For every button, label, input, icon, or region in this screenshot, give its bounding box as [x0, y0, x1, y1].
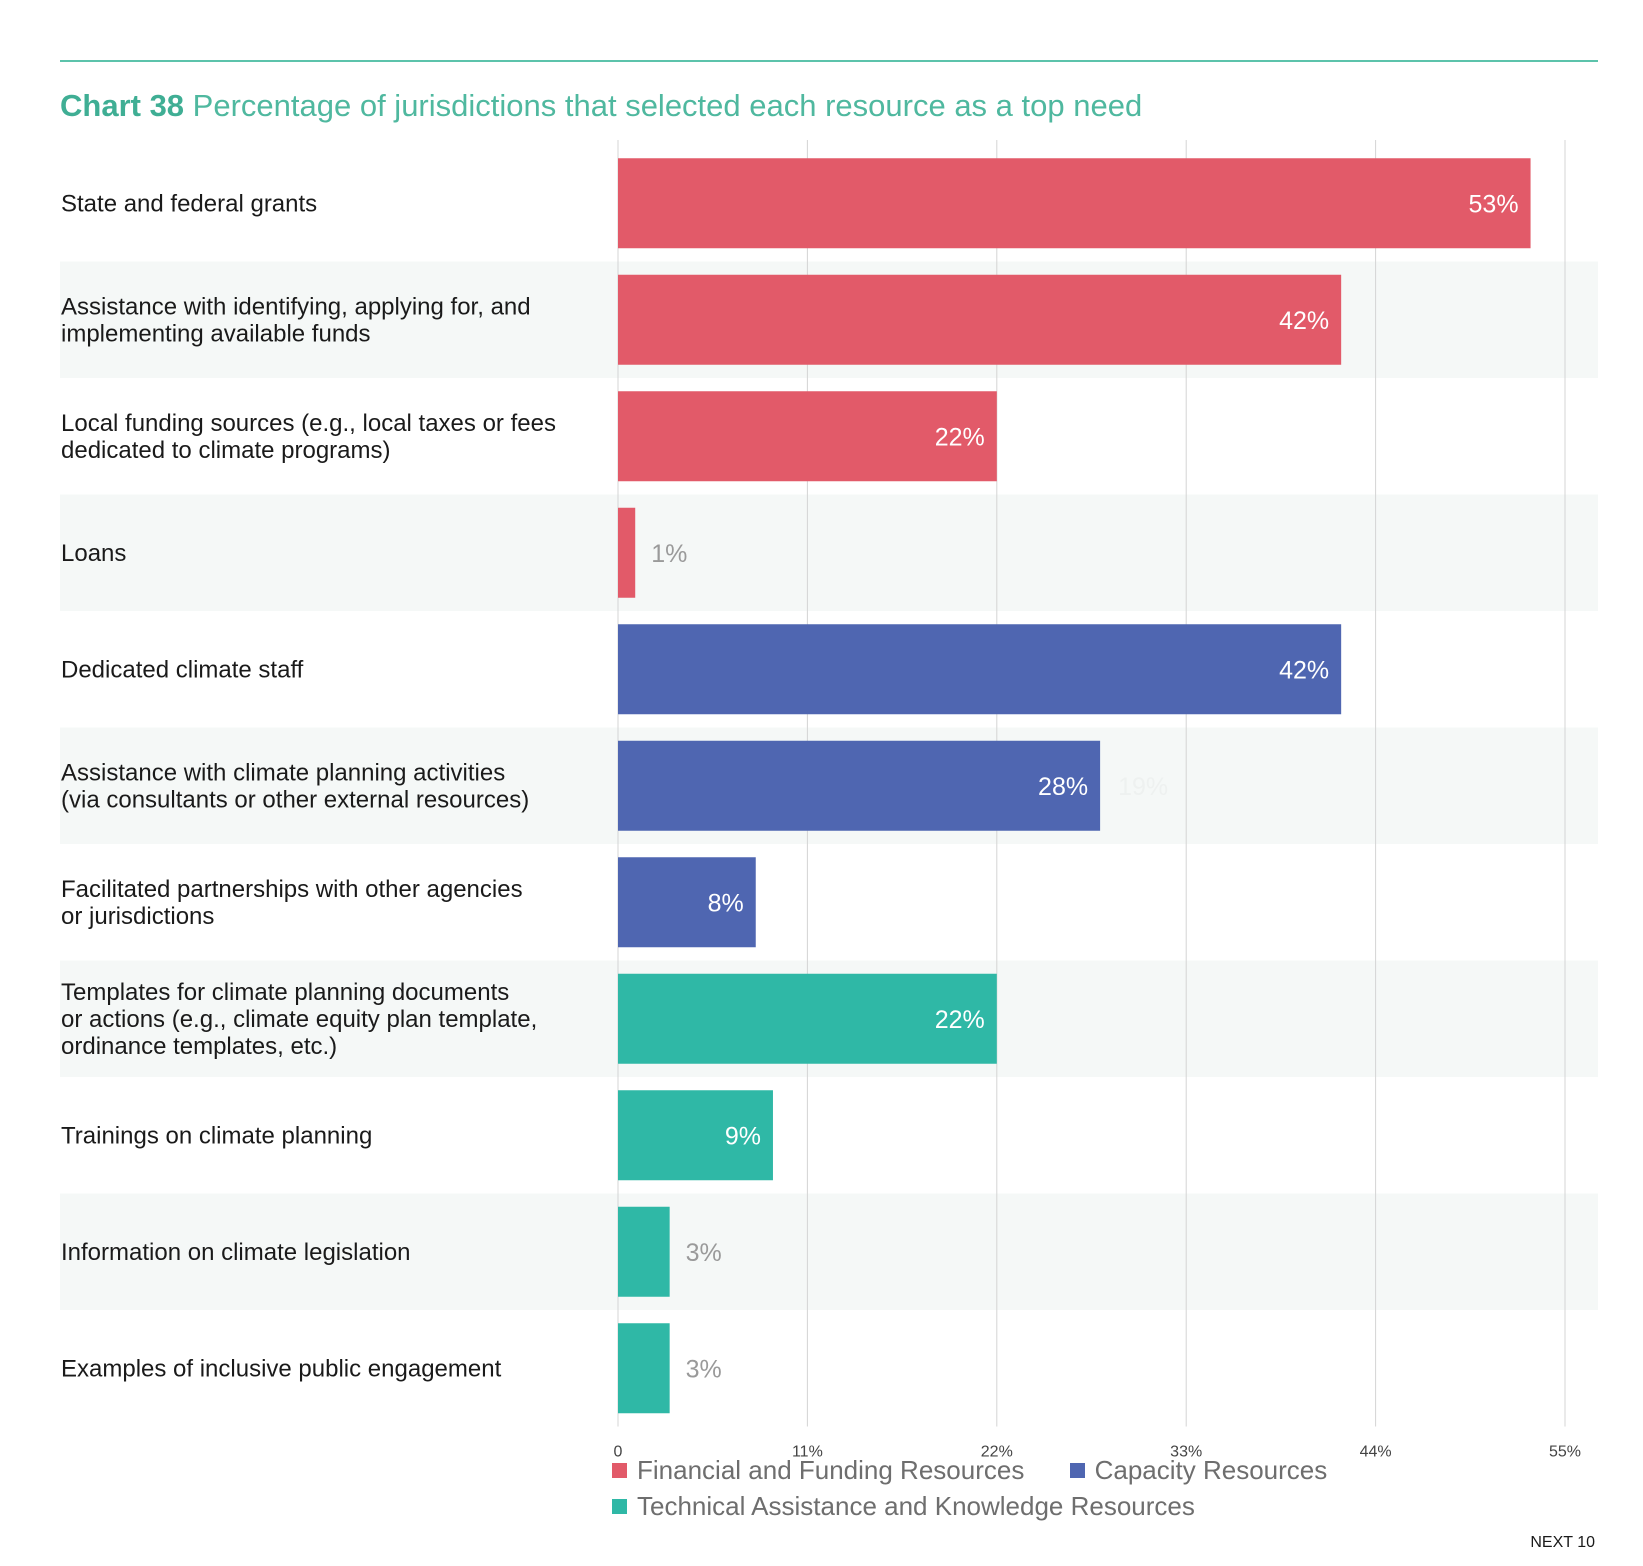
- x-tick-label: 55%: [1549, 1444, 1581, 1461]
- legend-swatch-capacity: [1069, 1462, 1085, 1478]
- bar: [618, 973, 997, 1064]
- legend: Financial and Funding Resources Capacity…: [612, 1452, 1372, 1524]
- legend-label-financial: Financial and Funding Resources: [637, 1454, 1025, 1485]
- legend-swatch-financial: [612, 1462, 627, 1478]
- category-label: Local funding sources (e.g., local taxes…: [61, 410, 556, 464]
- category-label: Assistance with identifying, applying fo…: [61, 293, 531, 347]
- category-label: State and federal grants: [61, 190, 317, 217]
- category-label: Examples of inclusive public engagement: [61, 1355, 502, 1382]
- footer-brand: NEXT 10: [1530, 1534, 1595, 1551]
- bar: [618, 624, 1342, 715]
- bar-value-label: 3%: [686, 1239, 722, 1267]
- category-label: Templates for climate planning documents…: [61, 979, 537, 1060]
- bar: [618, 1090, 773, 1181]
- bar: [618, 274, 1342, 365]
- bar-value-label: 22%: [935, 1006, 985, 1034]
- legend-item-financial: Financial and Funding Resources: [612, 1452, 1024, 1488]
- chart-title-text: Percentage of jurisdictions that selecte…: [192, 88, 1143, 123]
- bar-value-label: 9%: [725, 1122, 761, 1150]
- ghost-value-label: 19%: [1118, 773, 1168, 801]
- legend-label-capacity: Capacity Resources: [1094, 1454, 1328, 1485]
- row-stripe: [60, 494, 1598, 611]
- bar-value-label: 28%: [1038, 773, 1088, 801]
- bar: [618, 1323, 670, 1414]
- top-rule: [60, 60, 1598, 62]
- bar-value-label: 42%: [1279, 307, 1329, 335]
- x-tick-label: 22%: [981, 1444, 1013, 1461]
- legend-swatch-technical: [612, 1498, 627, 1514]
- bar: [618, 1206, 670, 1297]
- bar: [618, 740, 1101, 831]
- row-stripe: [60, 1193, 1598, 1310]
- bar-value-label: 3%: [686, 1355, 722, 1383]
- chart-number: Chart 38: [60, 88, 185, 123]
- x-tick-label: 44%: [1360, 1444, 1392, 1461]
- x-tick-label: 33%: [1170, 1444, 1202, 1461]
- x-tick-label: 11%: [792, 1444, 823, 1461]
- category-label: Assistance with climate planning activit…: [61, 759, 529, 813]
- bar-value-label: 42%: [1279, 656, 1329, 684]
- bar: [618, 391, 997, 482]
- bar-value-label: 8%: [708, 889, 744, 917]
- x-tick-label: 0: [614, 1444, 623, 1461]
- bar-value-label: 1%: [651, 540, 687, 568]
- legend-item-technical: Technical Assistance and Knowledge Resou…: [612, 1488, 1195, 1524]
- legend-item-capacity: Capacity Resources: [1069, 1452, 1328, 1488]
- category-label: Loans: [61, 540, 126, 567]
- category-label: Information on climate legislation: [61, 1239, 411, 1266]
- bar: [618, 507, 636, 598]
- category-label: Dedicated climate staff: [61, 656, 304, 683]
- legend-label-technical: Technical Assistance and Knowledge Resou…: [637, 1490, 1195, 1521]
- bar-value-label: 53%: [1469, 190, 1519, 218]
- bar-value-label: 22%: [935, 423, 985, 451]
- category-label: Trainings on climate planning: [61, 1122, 372, 1149]
- chart-title: Chart 38 Percentage of jurisdictions tha…: [60, 88, 1142, 124]
- category-label: Facilitated partnerships with other agen…: [61, 876, 523, 930]
- bar: [618, 158, 1531, 249]
- bar: [618, 857, 756, 948]
